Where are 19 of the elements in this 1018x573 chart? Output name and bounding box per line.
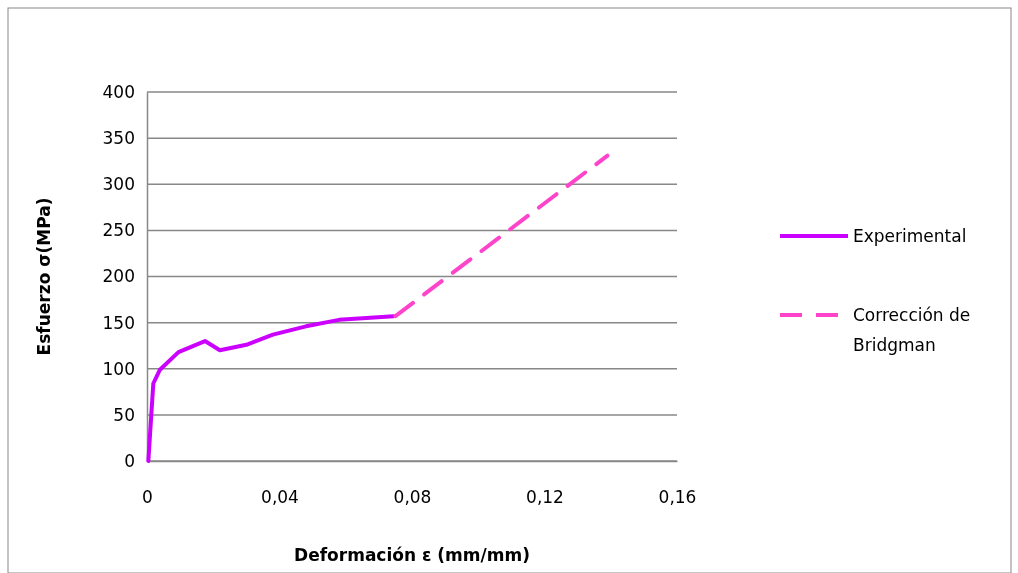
y-tick-label: 50 [113, 404, 135, 425]
x-tick-label: 0,04 [261, 487, 299, 508]
y-tick-label: 150 [102, 312, 135, 333]
y-tick-label: 300 [102, 174, 135, 195]
x-tick-label: 0,08 [393, 487, 432, 508]
y-tick-label: 250 [102, 220, 135, 241]
x-axis-title: Deformación ε (mm/mm) [294, 545, 530, 565]
legend-label: Corrección de Bridgman [853, 305, 971, 355]
y-tick-label: 350 [102, 128, 135, 149]
x-tick-label: 0,16 [658, 487, 697, 508]
y-tick-label: 0 [124, 450, 135, 471]
y-tick-label: 200 [102, 266, 135, 287]
y-tick-label: 100 [102, 358, 135, 379]
legend-label: Experimental [853, 226, 967, 246]
x-tick-label: 0 [142, 487, 153, 508]
y-tick-label: 400 [102, 81, 135, 102]
x-tick-label: 0,12 [526, 487, 564, 508]
y-axis-title: Esfuerzo σ(MPa) [34, 197, 54, 356]
line-series [146, 314, 396, 463]
